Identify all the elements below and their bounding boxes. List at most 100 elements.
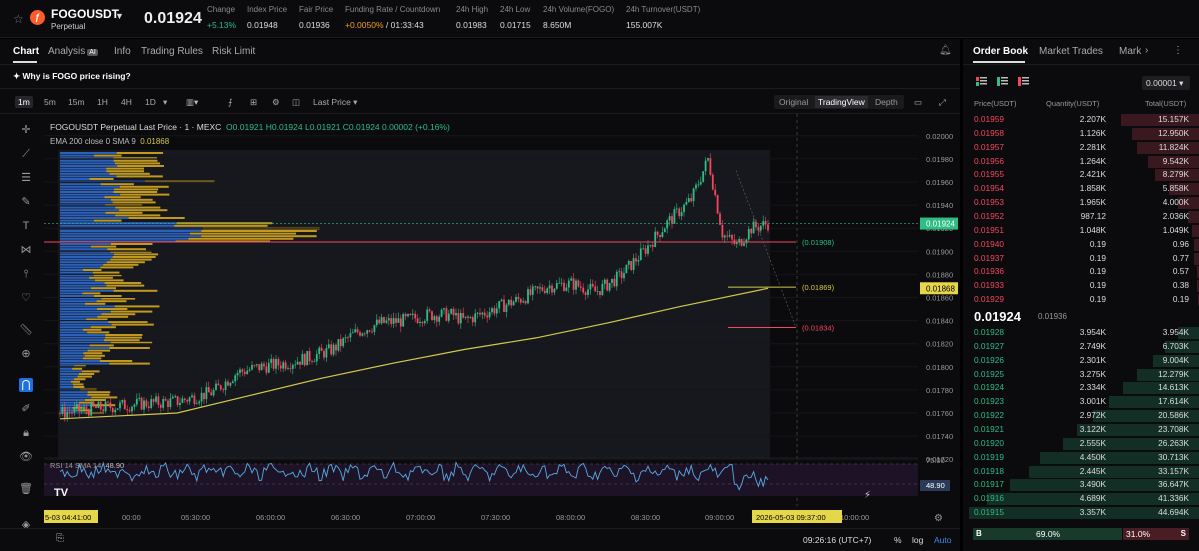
pattern-icon[interactable]: ⋈ xyxy=(20,244,32,256)
bid-row[interactable]: 0.01917 3.490K 36.647K xyxy=(963,478,1199,492)
eye-icon[interactable]: 👁︎ xyxy=(19,451,33,463)
bid-row[interactable]: 0.01925 3.275K 12.279K xyxy=(963,368,1199,382)
tab-market-trades[interactable]: Market Trades xyxy=(1039,46,1103,57)
view-tradingview[interactable]: TradingView xyxy=(815,96,868,108)
layers-icon[interactable]: ◈ xyxy=(21,519,31,531)
interval-dropdown-icon[interactable]: ▾ xyxy=(163,97,168,107)
ask-row[interactable]: 0.01936 0.19 0.57 xyxy=(963,265,1199,279)
interval-5m[interactable]: 5m xyxy=(44,97,56,107)
precision-select[interactable]: 0.00001 ▾ xyxy=(1142,76,1190,90)
text-tool-icon[interactable]: T xyxy=(22,220,30,232)
interval-4h[interactable]: 4H xyxy=(121,97,132,107)
ask-row[interactable]: 0.01954 1.858K 5.858K xyxy=(963,182,1199,196)
view-depth[interactable]: Depth xyxy=(875,97,898,107)
more-icon[interactable]: ⋮ xyxy=(1173,45,1183,56)
bids-only-view-icon[interactable] xyxy=(997,77,1008,87)
bid-row[interactable]: 0.01921 3.122K 23.708K xyxy=(963,423,1199,437)
ask-row[interactable]: 0.01956 1.264K 9.542K xyxy=(963,155,1199,169)
bid-row[interactable]: 0.01915 3.357K 44.694K xyxy=(963,506,1199,520)
pen-icon[interactable]: ✎ xyxy=(21,196,31,208)
ask-row[interactable]: 0.01940 0.19 0.96 xyxy=(963,238,1199,252)
bid-row[interactable]: 0.01926 2.301K 9.004K xyxy=(963,354,1199,368)
favorite-star-icon[interactable]: ☆ xyxy=(13,12,24,26)
ask-row[interactable]: 0.01955 2.421K 8.279K xyxy=(963,168,1199,182)
ask-row[interactable]: 0.01958 1.126K 12.950K xyxy=(963,127,1199,141)
chevron-right-icon[interactable]: › xyxy=(1145,45,1149,56)
percent-toggle[interactable]: % xyxy=(894,535,902,545)
camera-icon[interactable]: ◫ xyxy=(292,97,301,107)
fullscreen-icon[interactable]: ⤢ xyxy=(939,97,946,107)
bid-row[interactable]: 0.01927 2.749K 6.703K xyxy=(963,340,1199,354)
ask-row[interactable]: 0.01957 2.281K 11.824K xyxy=(963,141,1199,155)
mid-index-price: 0.01936 xyxy=(1038,312,1067,321)
horizontal-lines-icon[interactable]: ☰ xyxy=(21,172,31,184)
why-rising-link[interactable]: ✦ Why is FOGO price rising? xyxy=(13,71,131,81)
volume-profile-bar-sell xyxy=(114,305,160,308)
lock-icon[interactable]: 🔒︎ xyxy=(23,427,29,439)
quantity-cell: 1.126K xyxy=(1079,127,1106,138)
ask-row[interactable]: 0.01951 1.048K 1.049K xyxy=(963,224,1199,238)
auto-toggle[interactable]: Auto xyxy=(934,535,952,545)
bid-row[interactable]: 0.01918 2.445K 33.157K xyxy=(963,465,1199,479)
ruler-icon[interactable]: 📏︎ xyxy=(19,324,33,336)
bid-row[interactable]: 0.01919 4.450K 30.713K xyxy=(963,451,1199,465)
tab-mark[interactable]: Mark xyxy=(1119,46,1142,57)
rsi-legend: RSI 14 SMA 14 48.90 xyxy=(50,461,125,470)
magnet-icon[interactable]: ⋂ xyxy=(19,378,33,392)
bell-icon[interactable]: 🔔︎ xyxy=(939,45,952,56)
symbol-dropdown-icon[interactable]: ▼ xyxy=(115,11,124,21)
ask-row[interactable]: 0.01953 1.965K 4.000K xyxy=(963,196,1199,210)
indicator-icon[interactable]: ⨍ xyxy=(228,97,233,107)
ask-row[interactable]: 0.01959 2.207K 15.157K xyxy=(963,113,1199,127)
log-toggle[interactable]: log xyxy=(912,535,924,545)
bid-row[interactable]: 0.01923 3.001K 17.614K xyxy=(963,395,1199,409)
interval-15m[interactable]: 15m xyxy=(68,97,85,107)
bid-row[interactable]: 0.01920 2.555K 26.263K xyxy=(963,437,1199,451)
both-sides-view-icon[interactable] xyxy=(976,77,987,87)
asks-only-view-icon[interactable] xyxy=(1018,77,1029,87)
ask-row[interactable]: 0.01937 0.19 0.77 xyxy=(963,252,1199,266)
timezone-clock[interactable]: 09:26:16 (UTC+7) xyxy=(803,535,872,545)
template-icon[interactable]: ⊞ xyxy=(250,97,258,107)
volume-profile-bar-buy xyxy=(60,214,116,217)
price-type-dropdown[interactable]: Last Price ▾ xyxy=(313,97,358,107)
bid-row[interactable]: 0.01924 2.334K 14.613K xyxy=(963,381,1199,395)
candle-body xyxy=(140,397,143,410)
bid-row[interactable]: 0.01928 3.954K 3.954K xyxy=(963,326,1199,340)
bid-row[interactable]: 0.01916 4.689K 41.336K xyxy=(963,492,1199,506)
interval-1h[interactable]: 1H xyxy=(97,97,108,107)
candle-body xyxy=(191,395,193,398)
view-original[interactable]: Original xyxy=(779,97,809,107)
interval-1m[interactable]: 1m xyxy=(15,96,33,108)
ask-row[interactable]: 0.01952 987.12 2.036K xyxy=(963,210,1199,224)
date-range-icon[interactable]: ⎘ xyxy=(56,533,64,544)
candlestick-chart[interactable]: (0.01908) (0.01869) (0.01834) 0.02000 0.0198… xyxy=(44,114,960,528)
zoom-in-icon[interactable]: ⊕ xyxy=(21,348,31,360)
trash-icon[interactable]: 🗑︎ xyxy=(19,483,33,495)
volume-profile-bar-buy xyxy=(60,375,78,378)
interval-1d[interactable]: 1D xyxy=(145,97,156,107)
prediction-icon[interactable]: ⫯ xyxy=(23,268,29,280)
heart-icon[interactable]: ♡ xyxy=(21,292,31,304)
pencil-lock-icon[interactable]: ✐ xyxy=(21,403,31,415)
bid-row[interactable]: 0.01922 2.972K 20.586K xyxy=(963,409,1199,423)
tab-analysis[interactable]: Analysis AI xyxy=(48,46,98,57)
tab-order-book[interactable]: Order Book xyxy=(973,46,1029,57)
volume-profile-bar-sell xyxy=(82,292,101,295)
layout-icon[interactable]: ▭ xyxy=(914,97,923,107)
trend-line-icon[interactable]: ⟋ xyxy=(22,148,30,160)
tab-trading-rules[interactable]: Trading Rules xyxy=(141,46,203,57)
projection-line xyxy=(735,170,797,328)
ask-row[interactable]: 0.01933 0.19 0.38 xyxy=(963,279,1199,293)
tab-risk-limit[interactable]: Risk Limit xyxy=(212,46,256,57)
candle-body xyxy=(517,296,520,300)
tab-chart[interactable]: Chart xyxy=(13,46,40,57)
tab-info[interactable]: Info xyxy=(114,46,131,57)
crosshair-icon[interactable]: ✛ xyxy=(21,124,31,136)
quantity-cell: 0.19 xyxy=(1089,266,1106,277)
settings-icon[interactable]: ⚙ xyxy=(272,97,280,107)
candle-body xyxy=(623,273,625,279)
symbol-name[interactable]: FOGOUSDT xyxy=(51,7,119,21)
ask-row[interactable]: 0.01929 0.19 0.19 xyxy=(963,293,1199,307)
chart-type-icon[interactable]: ▥▾ xyxy=(186,97,199,107)
